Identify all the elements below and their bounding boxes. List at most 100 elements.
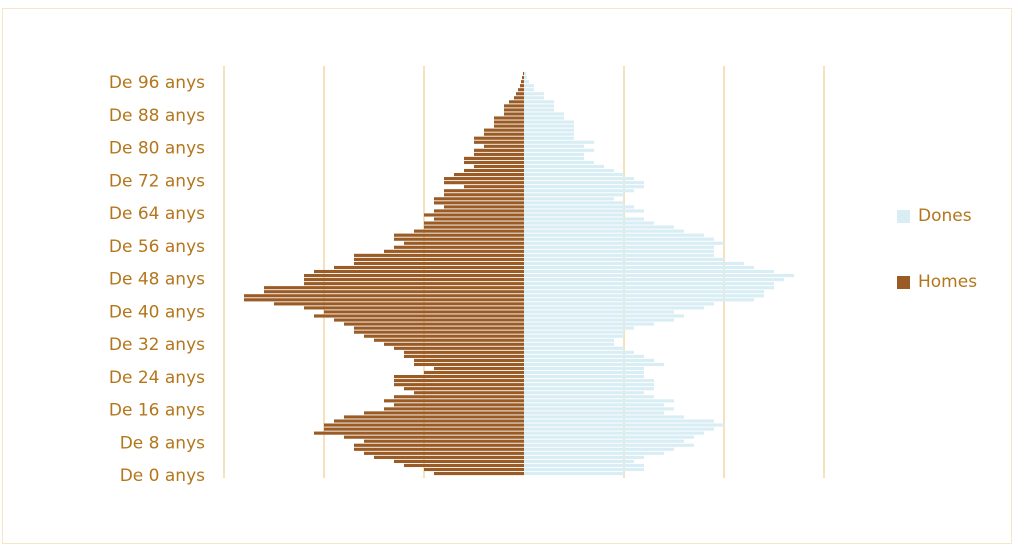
bar-women-age-17 <box>524 403 664 407</box>
bar-women-age-91 <box>524 104 554 108</box>
bar-women-age-77 <box>524 160 594 165</box>
bar-women-age-7 <box>524 443 694 447</box>
bar-women-age-13 <box>524 419 714 423</box>
bar-women-age-67 <box>524 201 624 205</box>
bar-men-age-82 <box>474 140 524 144</box>
bar-men-age-7 <box>354 443 524 447</box>
bar-men-age-63 <box>434 217 524 221</box>
bar-men-age-0 <box>434 471 524 476</box>
bar-men-age-79 <box>474 152 524 156</box>
bar-women-age-28 <box>524 358 654 362</box>
bar-men-age-81 <box>484 144 524 148</box>
bar-men-age-21 <box>404 387 524 391</box>
bar-women-age-84 <box>524 132 574 136</box>
bar-women-age-60 <box>524 229 684 233</box>
bar-men-age-83 <box>474 136 524 140</box>
bar-men-age-50 <box>314 269 524 274</box>
bar-women-age-24 <box>524 375 644 379</box>
bar-women-age-57 <box>524 241 724 245</box>
bar-men-age-17 <box>394 403 524 407</box>
bar-women-age-96 <box>524 84 534 88</box>
bar-men-age-49 <box>304 274 524 278</box>
bar-men-age-39 <box>314 314 524 318</box>
bar-women-age-62 <box>524 221 654 225</box>
bar-women-age-44 <box>524 294 764 298</box>
bar-men-age-87 <box>494 120 524 124</box>
bar-women-age-64 <box>524 213 624 217</box>
bar-men-age-94 <box>516 92 524 96</box>
y-tick-label: De 32 anys <box>109 335 205 355</box>
bar-women-age-58 <box>524 237 714 241</box>
bar-men-age-20 <box>414 391 524 395</box>
bar-men-age-41 <box>304 306 524 310</box>
bar-women-age-90 <box>524 108 554 112</box>
bar-women-age-0 <box>524 471 624 476</box>
bar-women-age-26 <box>524 366 644 371</box>
bar-women-age-83 <box>524 136 574 140</box>
bar-women-age-86 <box>524 124 574 128</box>
bar-women-age-12 <box>524 423 724 427</box>
bar-women-age-99 <box>524 72 526 76</box>
bar-men-age-19 <box>394 395 524 399</box>
bar-men-age-16 <box>384 407 524 411</box>
bar-women-age-50 <box>524 269 774 274</box>
bar-women-age-37 <box>524 322 654 326</box>
bars <box>244 72 794 476</box>
bar-women-age-33 <box>524 338 614 342</box>
bar-men-age-24 <box>394 375 524 379</box>
bar-men-age-96 <box>520 84 524 88</box>
bar-women-age-75 <box>524 168 614 173</box>
bar-men-age-13 <box>334 419 524 423</box>
bar-women-age-72 <box>524 181 644 185</box>
bar-men-age-47 <box>304 282 524 286</box>
bar-women-age-10 <box>524 431 704 435</box>
bar-men-age-72 <box>444 181 524 185</box>
bar-men-age-30 <box>404 350 524 354</box>
bar-men-age-98 <box>522 76 524 80</box>
bar-men-age-5 <box>364 451 524 455</box>
bar-women-age-94 <box>524 92 544 96</box>
bar-men-age-93 <box>514 96 524 100</box>
bar-men-age-1 <box>424 467 524 472</box>
bar-men-age-97 <box>521 80 524 84</box>
bar-men-age-54 <box>354 253 524 257</box>
bar-women-age-21 <box>524 387 654 391</box>
y-tick-label: De 72 anys <box>109 171 205 191</box>
bar-men-age-40 <box>324 310 524 314</box>
bar-women-age-92 <box>524 100 554 104</box>
bar-men-age-29 <box>404 354 524 358</box>
bar-women-age-31 <box>524 346 624 350</box>
bar-men-age-33 <box>374 338 524 342</box>
y-tick-label: De 80 anys <box>109 139 205 159</box>
bar-women-age-29 <box>524 354 644 358</box>
y-tick-label: De 88 anys <box>109 106 205 126</box>
bar-men-age-78 <box>464 156 524 160</box>
bar-men-age-73 <box>444 177 524 181</box>
bar-women-age-93 <box>524 96 544 100</box>
bar-men-age-85 <box>484 128 524 132</box>
bar-women-age-59 <box>524 233 704 237</box>
bar-men-age-10 <box>314 431 524 435</box>
legend-item-women: Dones <box>897 206 972 226</box>
bar-men-age-48 <box>304 278 524 282</box>
bar-women-age-30 <box>524 350 634 354</box>
bar-women-age-42 <box>524 302 714 306</box>
bar-women-age-85 <box>524 128 574 132</box>
bar-men-age-89 <box>504 112 524 116</box>
legend-item-men: Homes <box>897 272 977 292</box>
bar-men-age-66 <box>444 205 524 209</box>
bar-women-age-76 <box>524 164 604 169</box>
bar-men-age-88 <box>494 116 524 120</box>
bar-men-age-62 <box>424 221 524 225</box>
bar-men-age-9 <box>344 435 524 439</box>
bar-women-age-81 <box>524 144 584 148</box>
bar-women-age-47 <box>524 282 774 286</box>
bar-men-age-75 <box>464 168 524 173</box>
bar-women-age-27 <box>524 362 664 367</box>
bar-women-age-63 <box>524 217 644 221</box>
y-tick-label: De 96 anys <box>109 73 205 93</box>
bar-women-age-68 <box>524 197 614 201</box>
bar-women-age-36 <box>524 326 634 330</box>
bar-women-age-49 <box>524 274 794 278</box>
